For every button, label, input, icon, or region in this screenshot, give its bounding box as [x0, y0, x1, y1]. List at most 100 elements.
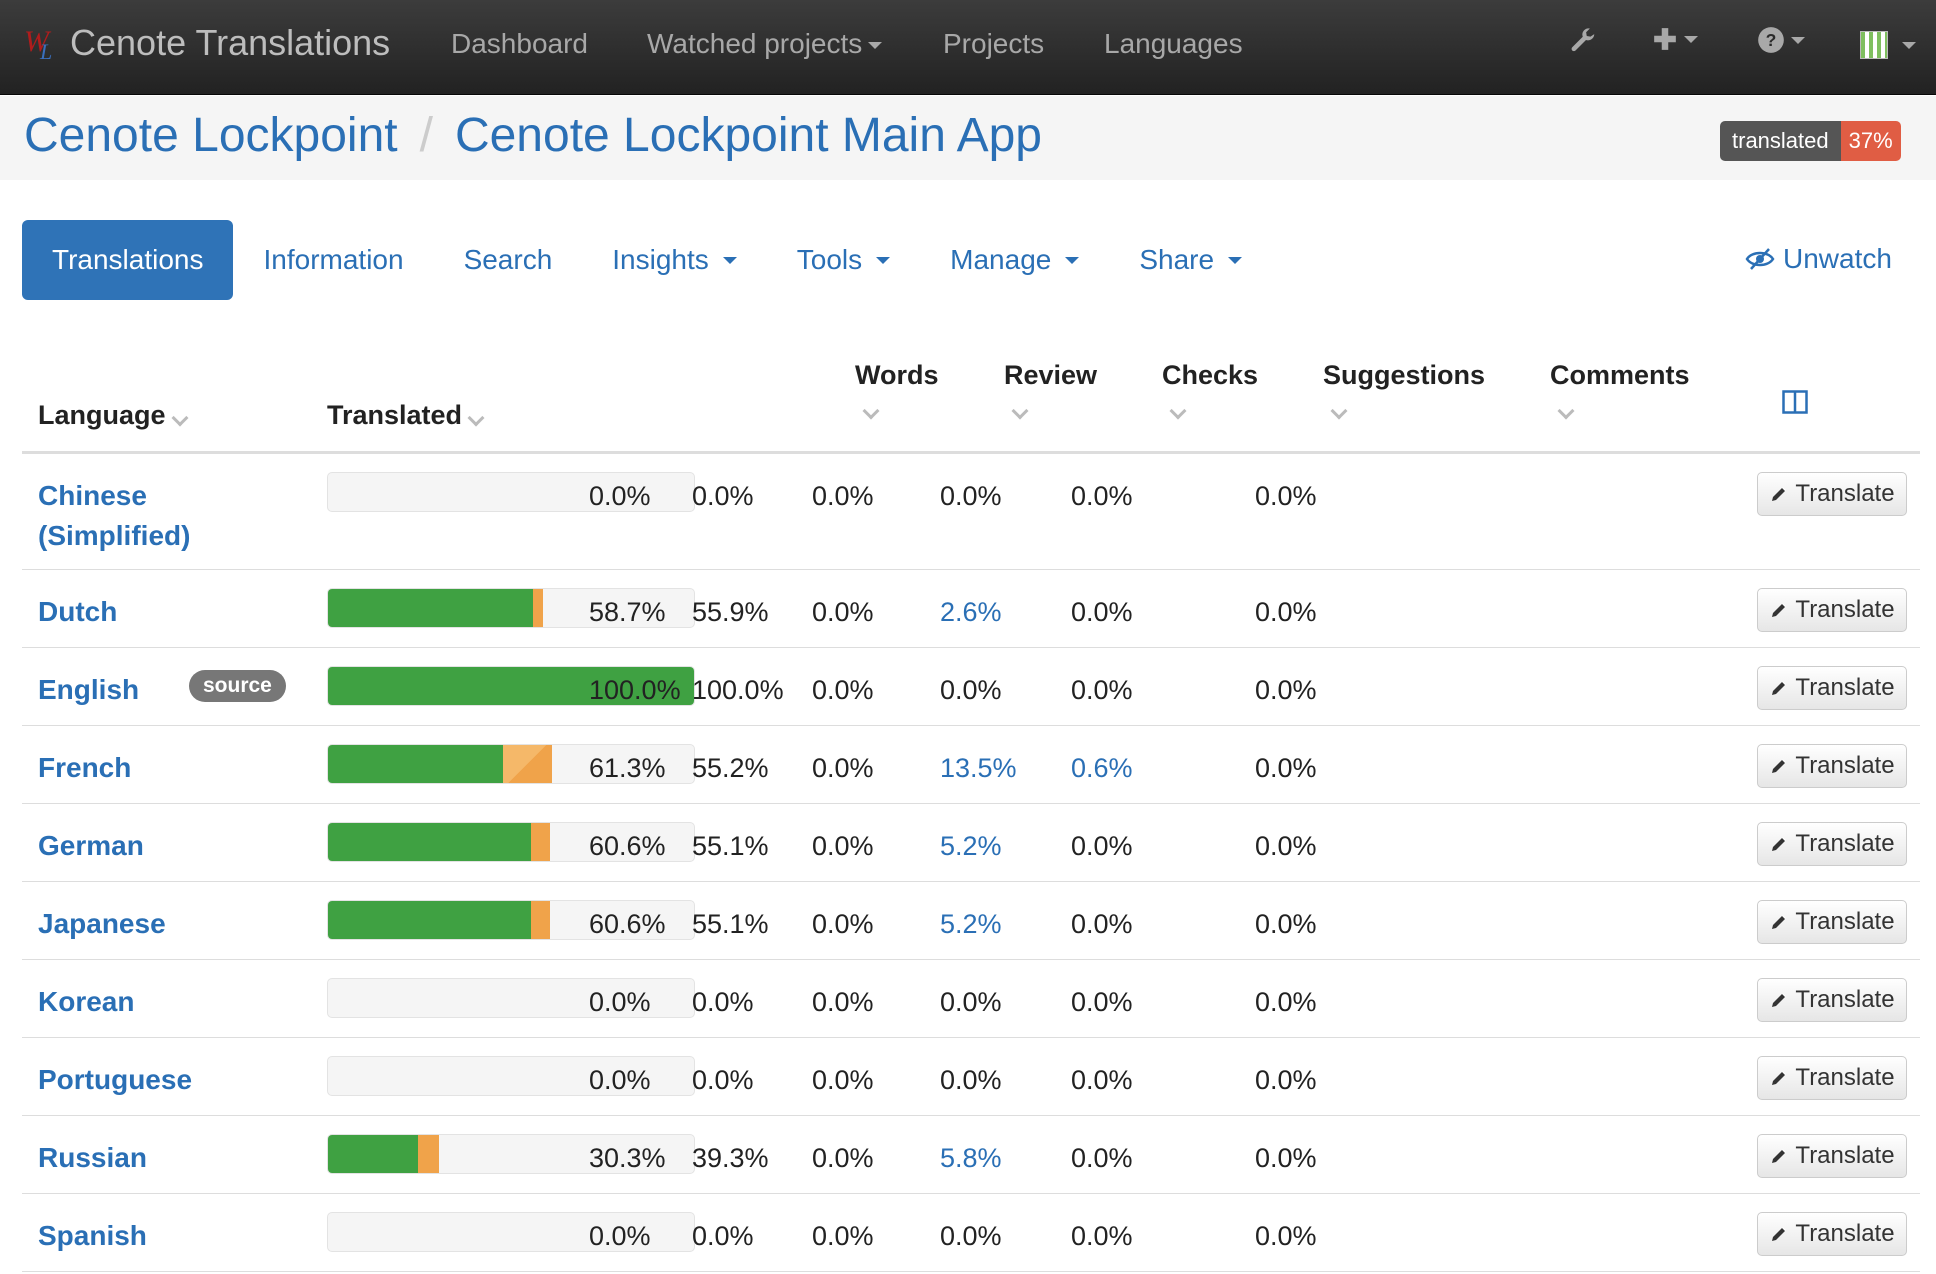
cell-checks: 0.0%	[940, 675, 1002, 705]
user-menu[interactable]	[1860, 31, 1916, 59]
table-row: Spanish 0.0% 0.0% 0.0% 0.0% 0.0% 0.0% Translate	[22, 1194, 1920, 1272]
cell-review: 0.0%	[812, 675, 874, 705]
language-link[interactable]: English	[38, 674, 140, 705]
cell-translated: 0.0%	[589, 987, 651, 1017]
tab-search[interactable]: Search	[434, 220, 583, 300]
status-badge[interactable]: translated 37%	[1720, 121, 1901, 161]
translate-button[interactable]: Translate	[1757, 978, 1907, 1022]
progress-translated	[328, 901, 531, 939]
sort-icon[interactable]	[1011, 402, 1029, 420]
translate-button[interactable]: Translate	[1757, 1056, 1907, 1100]
cell-translated: 0.0%	[589, 1065, 651, 1095]
table-body: Chinese (Simplified) 0.0% 0.0% 0.0% 0.0% 0.0% 0…	[22, 454, 1920, 1272]
brand-name: Cenote Translations	[70, 22, 391, 63]
add-menu-icon[interactable]	[1652, 26, 1698, 52]
translate-button[interactable]: Translate	[1757, 588, 1907, 632]
progress-bar	[327, 744, 695, 784]
language-link[interactable]: Japanese	[38, 908, 166, 939]
sort-icon	[467, 409, 485, 427]
cell-comments: 0.0%	[1255, 597, 1317, 627]
unwatch-button[interactable]: Unwatch	[1745, 243, 1892, 275]
cell-checks[interactable]: 2.6%	[940, 597, 1002, 627]
header-translated[interactable]: Translated	[327, 400, 485, 431]
cell-words: 0.0%	[692, 1221, 754, 1251]
cell-translated: 100.0%	[589, 675, 681, 705]
sort-icon[interactable]	[1557, 402, 1575, 420]
translate-button[interactable]: Translate	[1757, 900, 1907, 944]
table-row: German 60.6% 55.1% 0.0% 5.2% 0.0% 0.0% Translat…	[22, 804, 1920, 882]
caret-down-icon	[1684, 35, 1698, 43]
translate-button[interactable]: Translate	[1757, 744, 1907, 788]
translate-button[interactable]: Translate	[1757, 822, 1907, 866]
nav-watched-projects[interactable]: Watched projects	[647, 28, 883, 60]
language-link[interactable]: Dutch	[38, 596, 118, 627]
sort-icon[interactable]	[1169, 402, 1187, 420]
breadcrumb-bar: Cenote Lockpoint / Cenote Lockpoint Main…	[0, 96, 1936, 180]
cell-checks: 0.0%	[940, 1221, 1002, 1251]
cell-checks[interactable]: 13.5%	[940, 753, 1017, 783]
header-checks[interactable]: Checks	[1162, 360, 1259, 390]
translate-button[interactable]: Translate	[1757, 1212, 1907, 1256]
header-words[interactable]: Words	[855, 360, 939, 390]
breadcrumb-component[interactable]: Cenote Lockpoint Main App	[454, 109, 1042, 162]
cell-review: 0.0%	[812, 1065, 874, 1095]
tab-translations[interactable]: Translations	[22, 220, 234, 300]
tab-insights[interactable]: Insights	[582, 220, 767, 300]
table-row: Korean 0.0% 0.0% 0.0% 0.0% 0.0% 0.0% Translate	[22, 960, 1920, 1038]
tab-label: Information	[263, 244, 404, 275]
progress-bar	[327, 900, 695, 940]
nav-languages[interactable]: Languages	[1104, 28, 1243, 59]
translate-button[interactable]: Translate	[1757, 1134, 1907, 1178]
pencil-icon	[1772, 681, 1787, 695]
nav-dashboard[interactable]: Dashboard	[451, 28, 588, 59]
progress-bar	[327, 1134, 695, 1174]
progress-bar	[327, 1212, 695, 1252]
cell-suggestions[interactable]: 0.6%	[1071, 753, 1133, 783]
cell-review: 0.0%	[812, 753, 874, 783]
tab-tools[interactable]: Tools	[767, 220, 920, 300]
sort-icon[interactable]	[862, 402, 880, 420]
translate-button[interactable]: Translate	[1757, 666, 1907, 710]
tab-label: Translations	[52, 244, 204, 275]
nav-projects[interactable]: Projects	[943, 28, 1045, 59]
language-link[interactable]: German	[38, 830, 144, 861]
header-language[interactable]: Language	[38, 400, 189, 431]
progress-bar	[327, 588, 695, 628]
progress-translated	[328, 745, 503, 783]
cell-checks[interactable]: 5.8%	[940, 1143, 1002, 1173]
language-link[interactable]: Russian	[38, 1142, 147, 1173]
sort-icon[interactable]	[1330, 402, 1348, 420]
language-link[interactable]: Chinese (Simplified)	[38, 480, 191, 551]
pencil-icon	[1772, 487, 1787, 501]
columns-icon[interactable]	[1782, 390, 1808, 414]
cell-checks: 0.0%	[940, 1065, 1002, 1095]
progress-translated	[328, 589, 534, 627]
cell-review: 0.0%	[812, 597, 874, 627]
language-link[interactable]: French	[38, 752, 132, 783]
breadcrumb-project[interactable]: Cenote Lockpoint	[24, 109, 398, 162]
cell-checks[interactable]: 5.2%	[940, 909, 1002, 939]
tab-manage[interactable]: Manage	[920, 220, 1109, 300]
pencil-icon	[1772, 1071, 1787, 1085]
pencil-icon	[1772, 915, 1787, 929]
progress-failing-checks	[530, 901, 550, 939]
cell-review: 0.0%	[812, 1221, 874, 1251]
header-suggestions[interactable]: Suggestions	[1323, 360, 1486, 390]
language-link[interactable]: Korean	[38, 986, 135, 1017]
cell-checks[interactable]: 5.2%	[940, 831, 1002, 861]
translate-button-label: Translate	[1795, 1142, 1895, 1169]
tab-information[interactable]: Information	[233, 220, 433, 300]
header-review[interactable]: Review	[1004, 360, 1098, 390]
help-icon[interactable]: ?	[1757, 26, 1805, 54]
cell-translated: 60.6%	[589, 831, 666, 861]
pencil-icon	[1772, 759, 1787, 773]
caret-down-icon	[1902, 41, 1916, 49]
language-link[interactable]: Portuguese	[38, 1064, 193, 1095]
translate-button[interactable]: Translate	[1757, 472, 1907, 516]
cell-comments: 0.0%	[1255, 1221, 1317, 1251]
tab-share[interactable]: Share	[1109, 220, 1272, 300]
wrench-icon[interactable]	[1568, 26, 1598, 56]
language-link[interactable]: Spanish	[38, 1220, 147, 1251]
header-comments[interactable]: Comments	[1550, 360, 1690, 390]
